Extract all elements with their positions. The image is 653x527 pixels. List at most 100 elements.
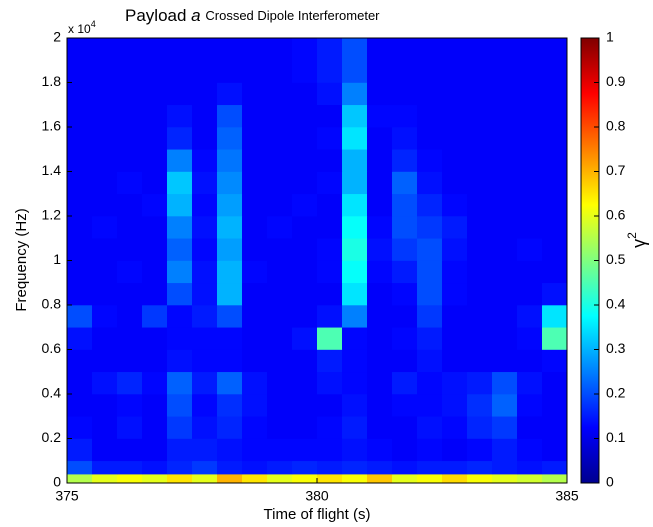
- heatmap-cell: [142, 193, 168, 217]
- heatmap-cell: [192, 82, 218, 106]
- heatmap-cell: [517, 371, 543, 395]
- heatmap-cell: [117, 104, 143, 128]
- heatmap-cell: [292, 349, 318, 373]
- heatmap-cell: [192, 127, 218, 150]
- heatmap-cell: [317, 38, 343, 83]
- heatmap-cell: [67, 238, 93, 261]
- y-axis-label: Frequency (Hz): [13, 208, 30, 311]
- heatmap-cell: [392, 171, 418, 195]
- heatmap-cell: [67, 82, 93, 106]
- heatmap-cell: [442, 349, 468, 373]
- heatmap-cell: [342, 474, 368, 484]
- heatmap-cell: [417, 305, 443, 328]
- heatmap-cell: [117, 305, 143, 328]
- y-tick-label: 0: [53, 474, 61, 490]
- heatmap-cell: [267, 460, 293, 475]
- heatmap-cell: [67, 474, 93, 484]
- heatmap-cell: [442, 438, 468, 462]
- heatmap-cell: [392, 104, 418, 128]
- heatmap-cell: [492, 460, 518, 475]
- heatmap-cell: [442, 104, 468, 128]
- heatmap-cell: [442, 460, 468, 475]
- heatmap-cell: [192, 238, 218, 261]
- heatmap-cell: [167, 38, 193, 83]
- heatmap-cell: [442, 327, 468, 350]
- heatmap-cell: [242, 282, 268, 306]
- heatmap-cell: [342, 349, 368, 373]
- colorbar-tick-label: 0.6: [606, 207, 626, 223]
- heatmap-cell: [342, 193, 368, 217]
- heatmap-cell: [467, 216, 493, 239]
- heatmap-cell: [417, 371, 443, 395]
- heatmap-cell: [217, 460, 243, 475]
- heatmap-cell: [242, 327, 268, 350]
- y-tick-label: 1.8: [42, 73, 62, 89]
- heatmap-cell: [517, 104, 543, 128]
- heatmap-cell: [392, 82, 418, 106]
- heatmap-cell: [467, 82, 493, 106]
- heatmap-cell: [92, 38, 118, 83]
- heatmap-cell: [367, 371, 393, 395]
- heatmap-cell: [467, 149, 493, 172]
- heatmap-cell: [242, 193, 268, 217]
- colorbar-tick-label: 0.1: [606, 429, 626, 445]
- heatmap-cell: [167, 394, 193, 417]
- heatmap-cell: [117, 82, 143, 106]
- heatmap-cell: [317, 149, 343, 172]
- heatmap-cell: [517, 193, 543, 217]
- heatmap-cell: [392, 260, 418, 284]
- heatmap-cell: [392, 416, 418, 439]
- heatmap-cell: [242, 438, 268, 462]
- heatmap-cell: [317, 416, 343, 439]
- heatmap-cell: [242, 349, 268, 373]
- chart-title: Payload a Crossed Dipole Interferometer: [125, 6, 380, 25]
- heatmap-cell: [317, 171, 343, 195]
- heatmap-cell: [367, 171, 393, 195]
- heatmap-cell: [442, 238, 468, 261]
- heatmap-cell: [267, 104, 293, 128]
- heatmap-cell: [317, 305, 343, 328]
- heatmap-cell: [242, 305, 268, 328]
- heatmap-cell: [492, 82, 518, 106]
- heatmap-cell: [517, 171, 543, 195]
- heatmap-cell: [242, 82, 268, 106]
- heatmap-cell: [517, 127, 543, 150]
- heatmap-cell: [542, 438, 568, 462]
- heatmap-cell: [492, 171, 518, 195]
- heatmap-cell: [367, 238, 393, 261]
- heatmap-cell: [317, 349, 343, 373]
- heatmap-cell: [217, 171, 243, 195]
- x-tick-label: 385: [555, 488, 579, 504]
- heatmap-cell: [542, 305, 568, 328]
- heatmap-cell: [467, 171, 493, 195]
- heatmap-cell: [467, 349, 493, 373]
- heatmap-cell: [67, 394, 93, 417]
- heatmap-cell: [142, 127, 168, 150]
- heatmap-cell: [217, 371, 243, 395]
- heatmap-cell: [417, 171, 443, 195]
- heatmap-cell: [367, 282, 393, 306]
- heatmap-cell: [367, 149, 393, 172]
- heatmap-cell: [342, 282, 368, 306]
- heatmap-cell: [317, 438, 343, 462]
- heatmap-cell: [92, 260, 118, 284]
- heatmap-cell: [367, 349, 393, 373]
- y-tick-label: 1.6: [42, 118, 62, 134]
- heatmap-cell: [442, 171, 468, 195]
- heatmap-cell: [467, 394, 493, 417]
- heatmap-cell: [517, 416, 543, 439]
- heatmap-cell: [417, 416, 443, 439]
- heatmap-cell: [92, 216, 118, 239]
- colorbar-exp: 2: [625, 232, 639, 239]
- heatmap-cell: [217, 38, 243, 83]
- heatmap-cell: [542, 394, 568, 417]
- heatmap-cell: [442, 260, 468, 284]
- heatmap-cell: [92, 394, 118, 417]
- heatmap-cell: [367, 460, 393, 475]
- heatmap-cell: [517, 38, 543, 83]
- heatmap-cell: [542, 260, 568, 284]
- heatmap-cell: [392, 460, 418, 475]
- heatmap-cell: [117, 349, 143, 373]
- heatmap-cell: [217, 238, 243, 261]
- heatmap-cell: [242, 238, 268, 261]
